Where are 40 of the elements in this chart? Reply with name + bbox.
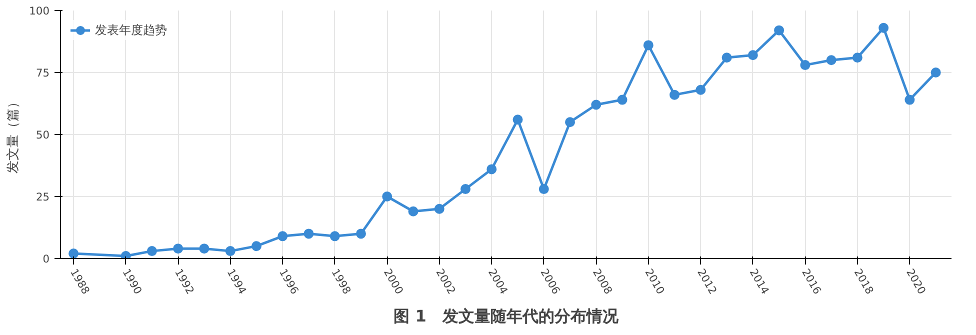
y-tick-label: 75 xyxy=(36,66,50,80)
point xyxy=(670,90,680,100)
point xyxy=(199,244,210,254)
point xyxy=(225,246,236,256)
point xyxy=(251,241,262,252)
point xyxy=(878,22,889,33)
point xyxy=(826,55,836,66)
y-tick-label: 25 xyxy=(36,190,50,204)
point xyxy=(356,228,366,239)
point xyxy=(617,94,628,105)
point xyxy=(278,231,288,242)
point xyxy=(408,206,418,216)
point xyxy=(146,246,157,256)
text: 图 1 发文量随年代的分布情况 xyxy=(394,306,620,326)
point xyxy=(696,84,706,95)
point xyxy=(565,117,576,128)
point xyxy=(173,244,184,254)
point xyxy=(930,68,941,78)
point xyxy=(486,164,497,174)
y-axis-title: 发文量（篇） xyxy=(6,96,22,174)
point xyxy=(852,52,862,63)
point xyxy=(434,204,444,214)
point xyxy=(591,100,602,110)
point xyxy=(512,114,523,125)
point xyxy=(538,184,549,194)
point xyxy=(382,192,392,202)
point xyxy=(643,40,654,50)
y-tick-label: 100 xyxy=(29,4,50,18)
point xyxy=(800,60,810,70)
point xyxy=(304,228,314,239)
point xyxy=(68,248,79,258)
point xyxy=(460,184,470,194)
point xyxy=(748,50,758,60)
y-tick-label: 0 xyxy=(42,252,50,266)
point xyxy=(774,25,784,36)
legend-label: 发表年度趋势 xyxy=(95,22,167,38)
point xyxy=(904,94,915,105)
point xyxy=(330,231,340,242)
y-tick-label: 50 xyxy=(36,128,50,142)
point xyxy=(722,52,732,63)
